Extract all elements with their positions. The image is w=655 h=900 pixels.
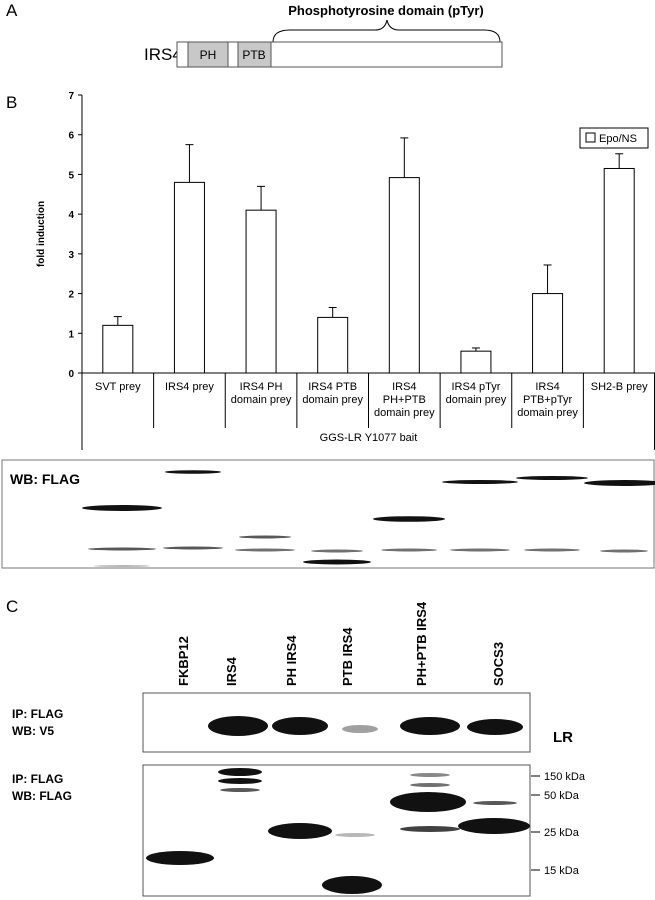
band [163, 546, 223, 550]
marker-label: 150 kDa [544, 771, 586, 783]
band [239, 535, 291, 539]
legend-label: Epo/NS [599, 133, 637, 145]
band [442, 480, 518, 484]
x-tick-label: SH2-B prey [591, 381, 648, 393]
blot-label: WB: FLAG [10, 471, 80, 487]
x-tick-label: IRS4 prey [165, 381, 214, 393]
band [322, 876, 382, 894]
lane-label: FKBP12 [176, 636, 191, 686]
band [400, 826, 460, 832]
x-axis-title: GGS-LR Y1077 bait [320, 432, 418, 444]
bar [532, 293, 564, 374]
size-markers: 150 kDa 50 kDa 25 kDa 15 kDa [531, 771, 586, 877]
band [410, 783, 450, 787]
band [400, 717, 460, 735]
band [272, 717, 328, 735]
band [303, 559, 371, 565]
bar [460, 350, 492, 374]
ph-domain [187, 41, 229, 68]
ptb-domain [237, 41, 272, 68]
bar [603, 167, 635, 374]
band [165, 470, 221, 474]
x-tick-label: SVT prey [95, 381, 141, 393]
band [94, 565, 150, 567]
band [311, 549, 363, 553]
band [220, 788, 260, 792]
lane-label: PH+PTB IRS4 [414, 601, 429, 686]
lane-label: PH IRS4 [284, 635, 299, 686]
blot-label: WB: FLAG [12, 789, 72, 803]
band [335, 833, 375, 837]
domain-label: PTB [242, 48, 265, 62]
band [235, 548, 295, 552]
y-tick-label: 7 [68, 91, 74, 102]
lane-label: IRS4 [224, 656, 239, 686]
protein-name: IRS4 [144, 45, 182, 64]
marker-label: 25 kDa [544, 827, 580, 839]
band [146, 851, 214, 865]
band [82, 505, 162, 511]
marker-label: 50 kDa [544, 790, 580, 802]
bands [208, 716, 523, 736]
domain-title: Phosphotyrosine domain (pTyr) [288, 3, 484, 18]
panel-label: C [6, 597, 18, 616]
band [88, 547, 156, 551]
blot-frame [142, 692, 531, 753]
band [218, 768, 262, 776]
blot-target: LR [553, 729, 573, 746]
blot-label: IP: FLAG [12, 707, 63, 721]
band [381, 548, 437, 552]
protein-bar [176, 41, 503, 68]
band [458, 818, 530, 834]
band [600, 549, 648, 553]
x-tick-label: IRS4 PTB+pTyr domain prey [517, 381, 578, 419]
panel-label: B [6, 93, 17, 112]
y-tick-label: 3 [68, 250, 74, 261]
bar [388, 177, 420, 374]
y-tick-label: 6 [68, 131, 74, 142]
band [524, 548, 580, 552]
y-tick-label: 5 [68, 170, 74, 181]
x-tick-label: IRS4 pTyr domain prey [446, 381, 507, 406]
lane-label: PTB IRS4 [340, 627, 355, 686]
lane-label: SOCS3 [491, 642, 506, 686]
legend-swatch [585, 132, 596, 143]
bar [173, 181, 205, 374]
bar [317, 316, 349, 374]
y-axis-title: fold induction [36, 201, 47, 267]
x-tick-label: IRS4 PH domain prey [231, 381, 292, 406]
y-tick-label: 0 [68, 369, 74, 380]
band [450, 548, 510, 552]
bar-chart: 0 1 2 3 4 5 6 7 SVT prey IRS4 prey IRS4 PH domain p… [68, 91, 655, 450]
y-tick-label: 4 [68, 210, 74, 221]
band [342, 725, 378, 733]
blot-label: WB: V5 [12, 724, 54, 738]
bar [245, 209, 277, 374]
band [467, 719, 523, 735]
bands [146, 768, 530, 894]
panel-label: A [6, 1, 18, 20]
band [516, 476, 588, 480]
marker-label: 15 kDa [544, 865, 580, 877]
bands [82, 470, 655, 567]
blot-label: IP: FLAG [12, 772, 63, 786]
band [473, 801, 517, 805]
band [410, 773, 450, 777]
bar [102, 324, 134, 374]
band [390, 792, 466, 812]
band [218, 778, 262, 784]
legend-frame [579, 127, 649, 149]
band [208, 716, 268, 736]
band [268, 823, 332, 839]
band [584, 480, 655, 486]
domain-label: PH [200, 48, 217, 62]
x-tick-label: IRS4 PTB domain prey [302, 381, 363, 406]
band [373, 516, 445, 522]
y-tick-label: 2 [68, 290, 74, 301]
lane-labels: FKBP12 IRS4 PH IRS4 PTB IRS4 PH+PTB IRS4 SOCS… [176, 601, 506, 686]
brace [272, 19, 501, 43]
y-tick-label: 1 [68, 329, 74, 340]
x-tick-label: IRS4 PH+PTB domain prey [374, 381, 435, 419]
